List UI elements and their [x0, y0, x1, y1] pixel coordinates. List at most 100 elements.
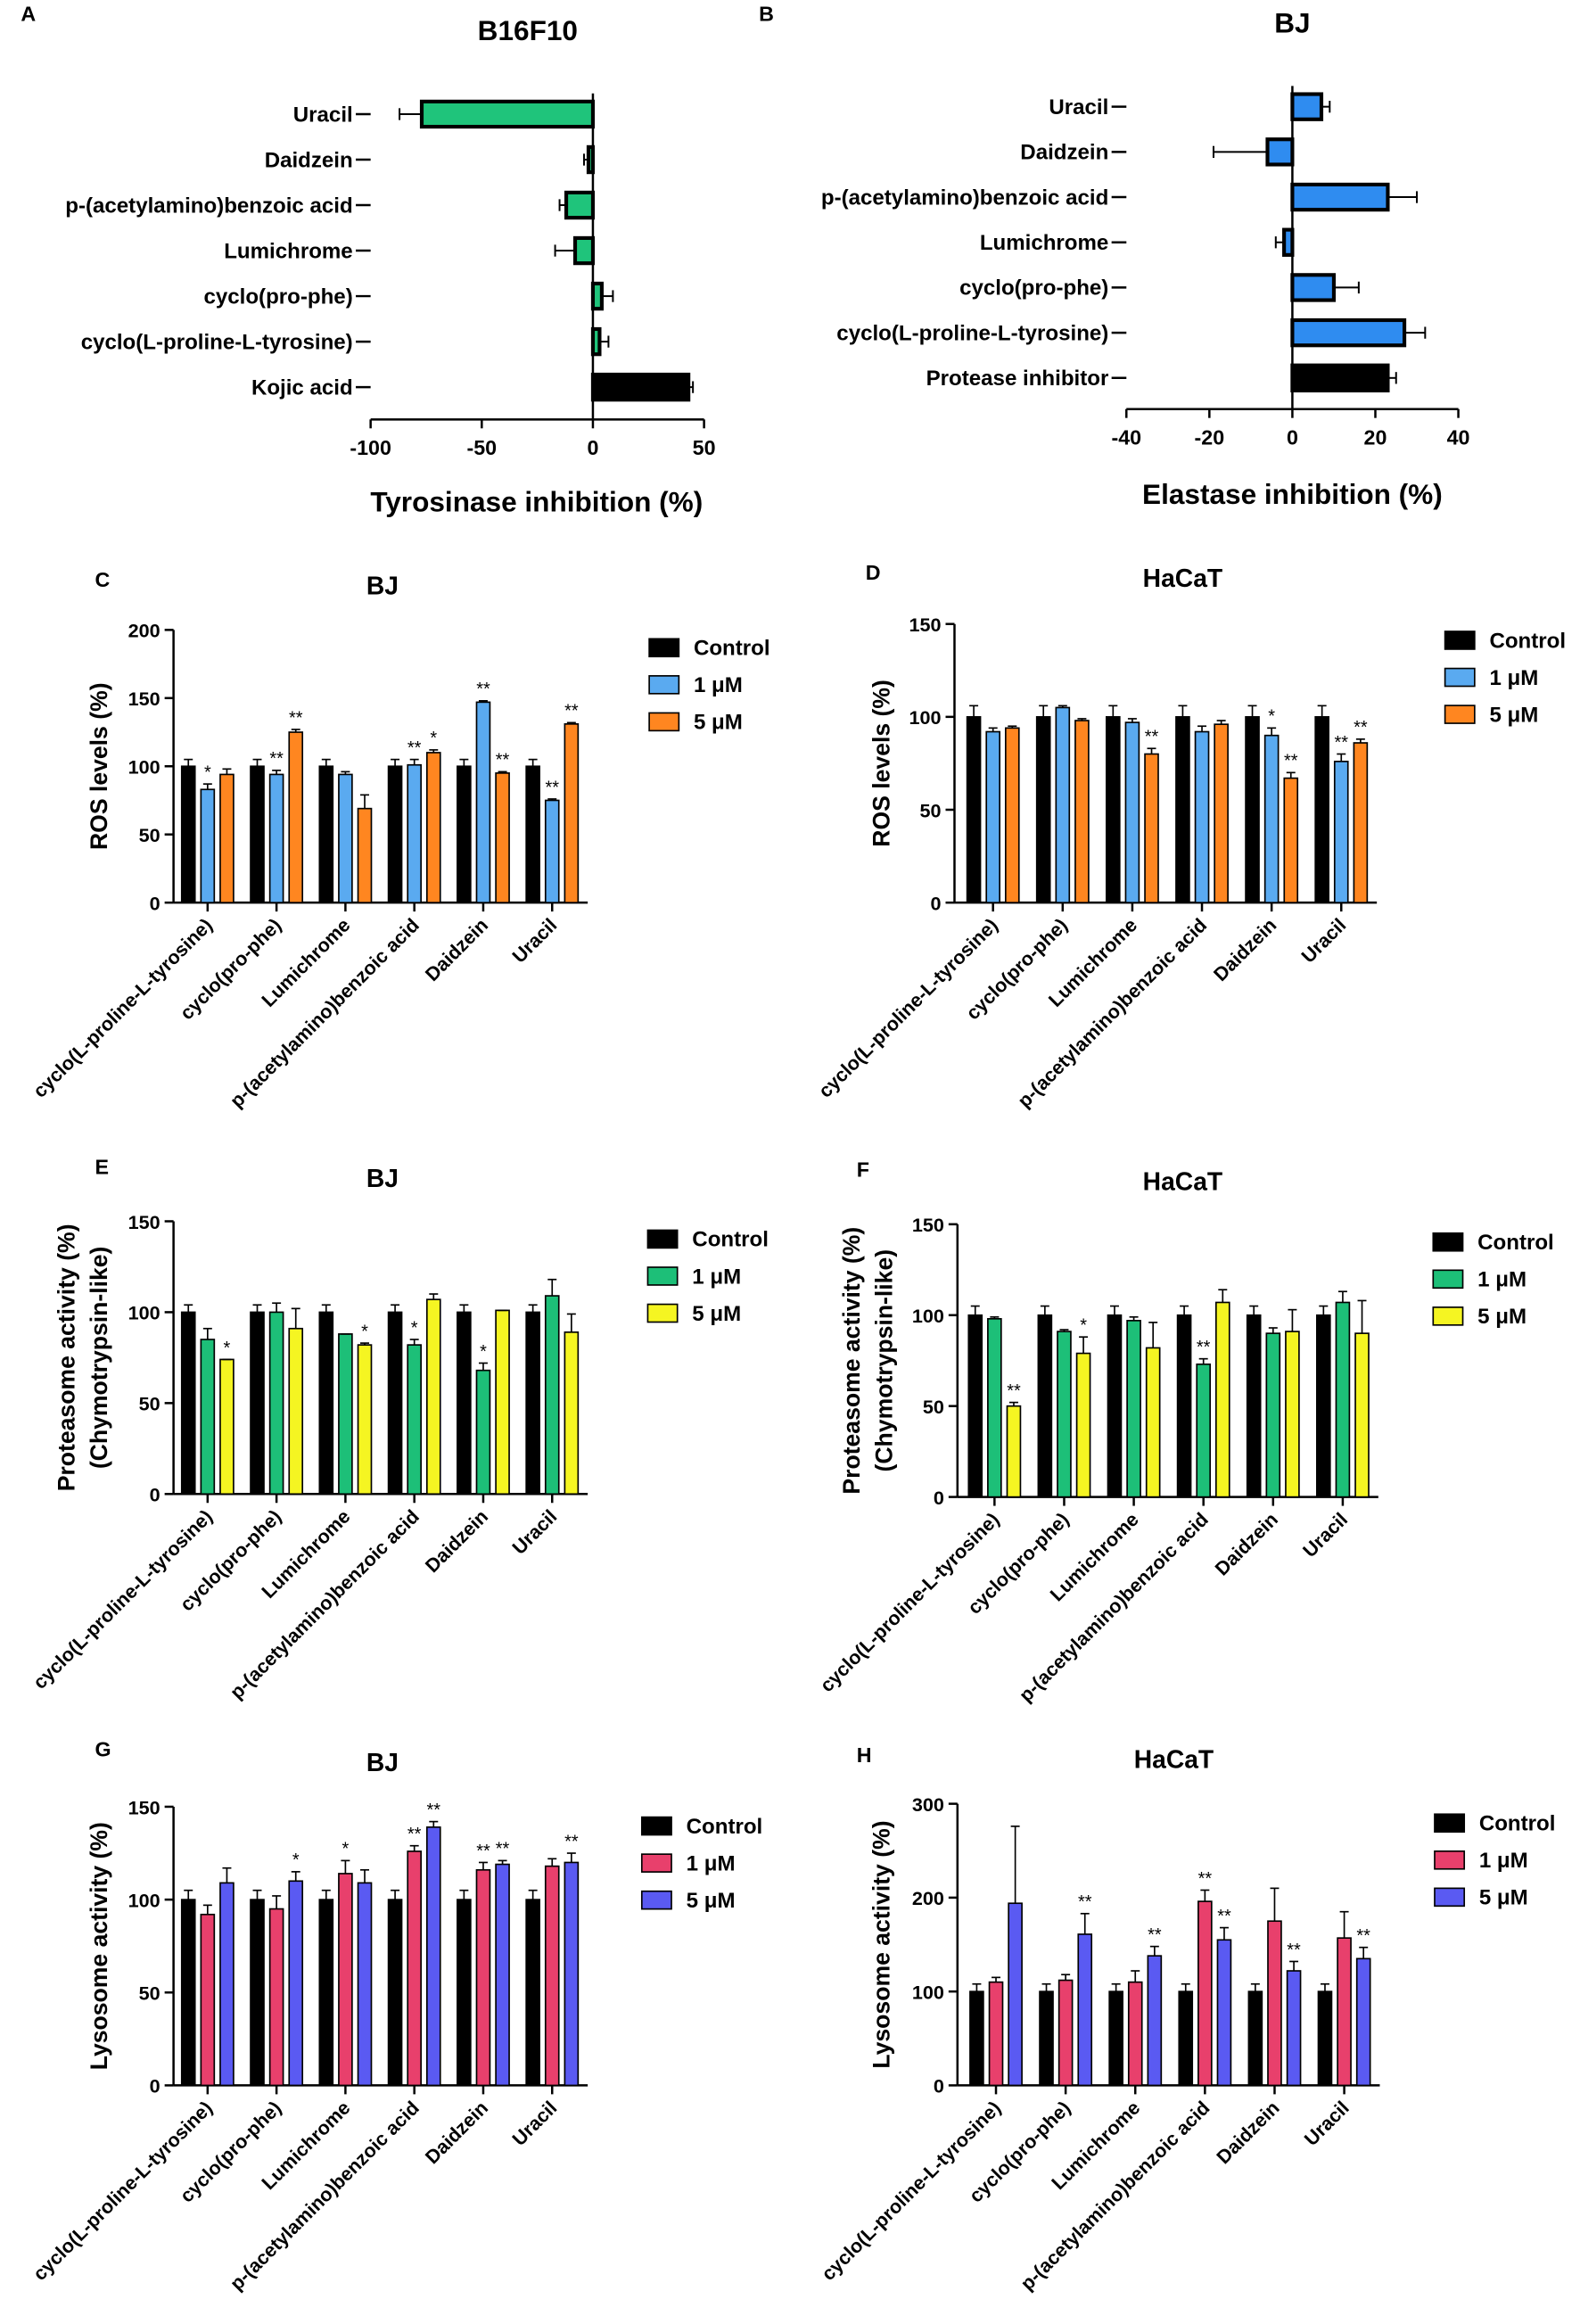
bar — [1282, 227, 1295, 257]
legend-label: 1 μM — [692, 1265, 741, 1289]
legend-label: Control — [1489, 629, 1566, 653]
bar — [1333, 761, 1349, 903]
bar — [338, 1873, 353, 2087]
bar — [268, 1311, 284, 1496]
y-tick-label: 150 — [128, 688, 160, 710]
bar — [572, 235, 596, 266]
bar — [1290, 363, 1390, 393]
bar — [407, 763, 422, 903]
bar — [495, 772, 510, 903]
y-tick-label: 200 — [128, 620, 160, 642]
significance-marker: ** — [1198, 1869, 1213, 1889]
category-label: Uracil — [507, 2097, 561, 2150]
legend-label: 5 μM — [687, 1889, 736, 1913]
bar — [180, 1899, 196, 2087]
bar — [475, 1868, 491, 2087]
y-tick-label: 100 — [912, 1981, 944, 2003]
category-label: Daidzein — [1020, 141, 1108, 165]
bar — [1178, 1990, 1194, 2087]
bar — [1144, 753, 1159, 903]
bar — [387, 1899, 403, 2087]
bar — [318, 1311, 334, 1496]
x-tick-label: -20 — [1195, 426, 1225, 449]
bar — [250, 1311, 265, 1496]
bar — [985, 730, 1001, 903]
y-tick-label: 100 — [128, 1889, 160, 1911]
bar — [1057, 1331, 1072, 1498]
bar — [200, 788, 216, 903]
y-axis-label: Lysosome activity (%) — [86, 1822, 112, 2070]
y-tick-label: 50 — [139, 824, 160, 846]
significance-marker: * — [224, 1339, 231, 1358]
significance-marker: ** — [427, 1801, 441, 1820]
x-tick-label: -40 — [1111, 426, 1141, 449]
bar — [357, 1344, 373, 1496]
legend-swatch — [1432, 1306, 1464, 1326]
y-tick-label: 0 — [150, 2075, 160, 2097]
bar — [1175, 716, 1190, 903]
y-tick-label: 50 — [919, 799, 941, 821]
bar — [407, 1344, 422, 1496]
category-label: Daidzein — [421, 914, 492, 985]
y-axis-label: Proteasome activity (%) — [838, 1227, 865, 1495]
category-label: cyclo(L-proline-L-tyrosine) — [81, 330, 353, 354]
y-tick-label: 100 — [909, 706, 941, 729]
bar — [1055, 706, 1071, 903]
bar — [338, 773, 353, 903]
bar — [1074, 720, 1090, 903]
bar — [1147, 1955, 1163, 2087]
bar — [1265, 137, 1295, 167]
bar — [1283, 777, 1299, 903]
significance-marker: ** — [476, 1842, 490, 1861]
bar — [987, 1317, 1002, 1498]
category-label: p-(acetylamino)benzoic acid — [65, 194, 352, 218]
bar — [387, 765, 403, 903]
legend-swatch — [1434, 1850, 1466, 1870]
significance-marker: * — [292, 1850, 300, 1870]
category-label: Uracil — [1300, 2097, 1354, 2150]
chart-title: HaCaT — [1143, 1167, 1222, 1196]
legend-label: 5 μM — [692, 1302, 741, 1326]
y-tick-label: 0 — [150, 1484, 160, 1506]
category-label: Uracil — [1049, 95, 1108, 119]
legend-label: 1 μM — [1479, 1849, 1528, 1873]
category-label: p-(acetylamino)benzoic acid — [821, 185, 1108, 210]
bar — [250, 1899, 265, 2087]
chart-title: HaCaT — [1143, 564, 1222, 592]
category-label: Uracil — [1296, 914, 1350, 968]
bar — [419, 99, 596, 129]
bar — [1247, 1990, 1263, 2087]
significance-marker: ** — [496, 1840, 510, 1859]
y-tick-label: 0 — [150, 892, 160, 914]
significance-marker: ** — [496, 751, 510, 771]
y-tick-label: 50 — [139, 1393, 160, 1415]
category-label: Lumichrome — [980, 231, 1109, 255]
bar — [495, 1309, 510, 1496]
legend-swatch — [648, 675, 680, 695]
significance-marker: ** — [1007, 1381, 1021, 1401]
category-label: Protease inhibitor — [926, 367, 1109, 391]
chart-title: BJ — [366, 1748, 399, 1776]
significance-marker: ** — [564, 702, 579, 721]
bar — [1214, 1301, 1230, 1498]
category-label: Uracil — [293, 103, 353, 127]
bar — [1108, 1990, 1123, 2087]
category-label: Daidzein — [421, 1505, 492, 1577]
bar — [1355, 1957, 1371, 2087]
bar — [590, 326, 602, 357]
panel-letter: B — [759, 2, 774, 25]
legend-swatch — [640, 1816, 672, 1836]
bar — [1290, 182, 1390, 212]
chart-title: BJ — [366, 1164, 399, 1192]
significance-marker: ** — [407, 1825, 422, 1844]
significance-marker: ** — [1217, 1907, 1231, 1926]
bar — [219, 1358, 235, 1496]
y-tick-label: 150 — [128, 1796, 160, 1818]
bar — [1075, 1352, 1091, 1498]
legend-label: Control — [1477, 1231, 1554, 1255]
legend-swatch — [1432, 1269, 1464, 1290]
y-tick-label: 0 — [931, 892, 942, 914]
legend-label: Control — [1479, 1812, 1556, 1836]
bar — [967, 1314, 983, 1498]
bar — [1246, 1314, 1262, 1498]
